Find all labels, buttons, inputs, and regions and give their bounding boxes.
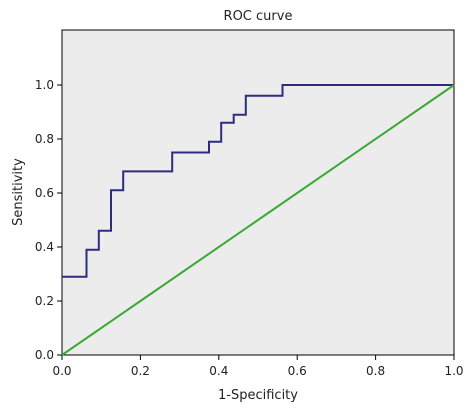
y-tick-label: 0.4 bbox=[35, 240, 54, 254]
y-tick-label: 0.8 bbox=[35, 132, 54, 146]
x-tick-label: 0.6 bbox=[288, 364, 307, 378]
reference-diagonal-line bbox=[61, 84, 455, 356]
y-axis-title: Sensitivity bbox=[11, 158, 26, 226]
y-tick-label: 0.6 bbox=[35, 186, 54, 200]
x-tick-label: 0.4 bbox=[209, 364, 228, 378]
x-tick-label: 0.2 bbox=[131, 364, 150, 378]
x-tick-label: 0.0 bbox=[52, 364, 71, 378]
chart-title: ROC curve bbox=[224, 9, 293, 24]
y-tick-label: 0.0 bbox=[35, 348, 54, 362]
y-tick-label: 0.2 bbox=[35, 294, 54, 308]
y-tick-label: 1.0 bbox=[35, 78, 54, 92]
x-tick-label: 0.8 bbox=[366, 364, 385, 378]
y-axis-ticks: 0.0 0.2 0.4 0.6 0.8 1.0 bbox=[35, 78, 62, 362]
x-axis-ticks: 0.0 0.2 0.4 0.6 0.8 1.0 bbox=[52, 355, 464, 378]
series-layer bbox=[61, 84, 455, 356]
plot-area bbox=[61, 29, 455, 356]
roc-curve-line bbox=[62, 84, 454, 278]
x-tick-label: 1.0 bbox=[444, 364, 463, 378]
x-axis-title: 1-Specificity bbox=[218, 388, 298, 403]
